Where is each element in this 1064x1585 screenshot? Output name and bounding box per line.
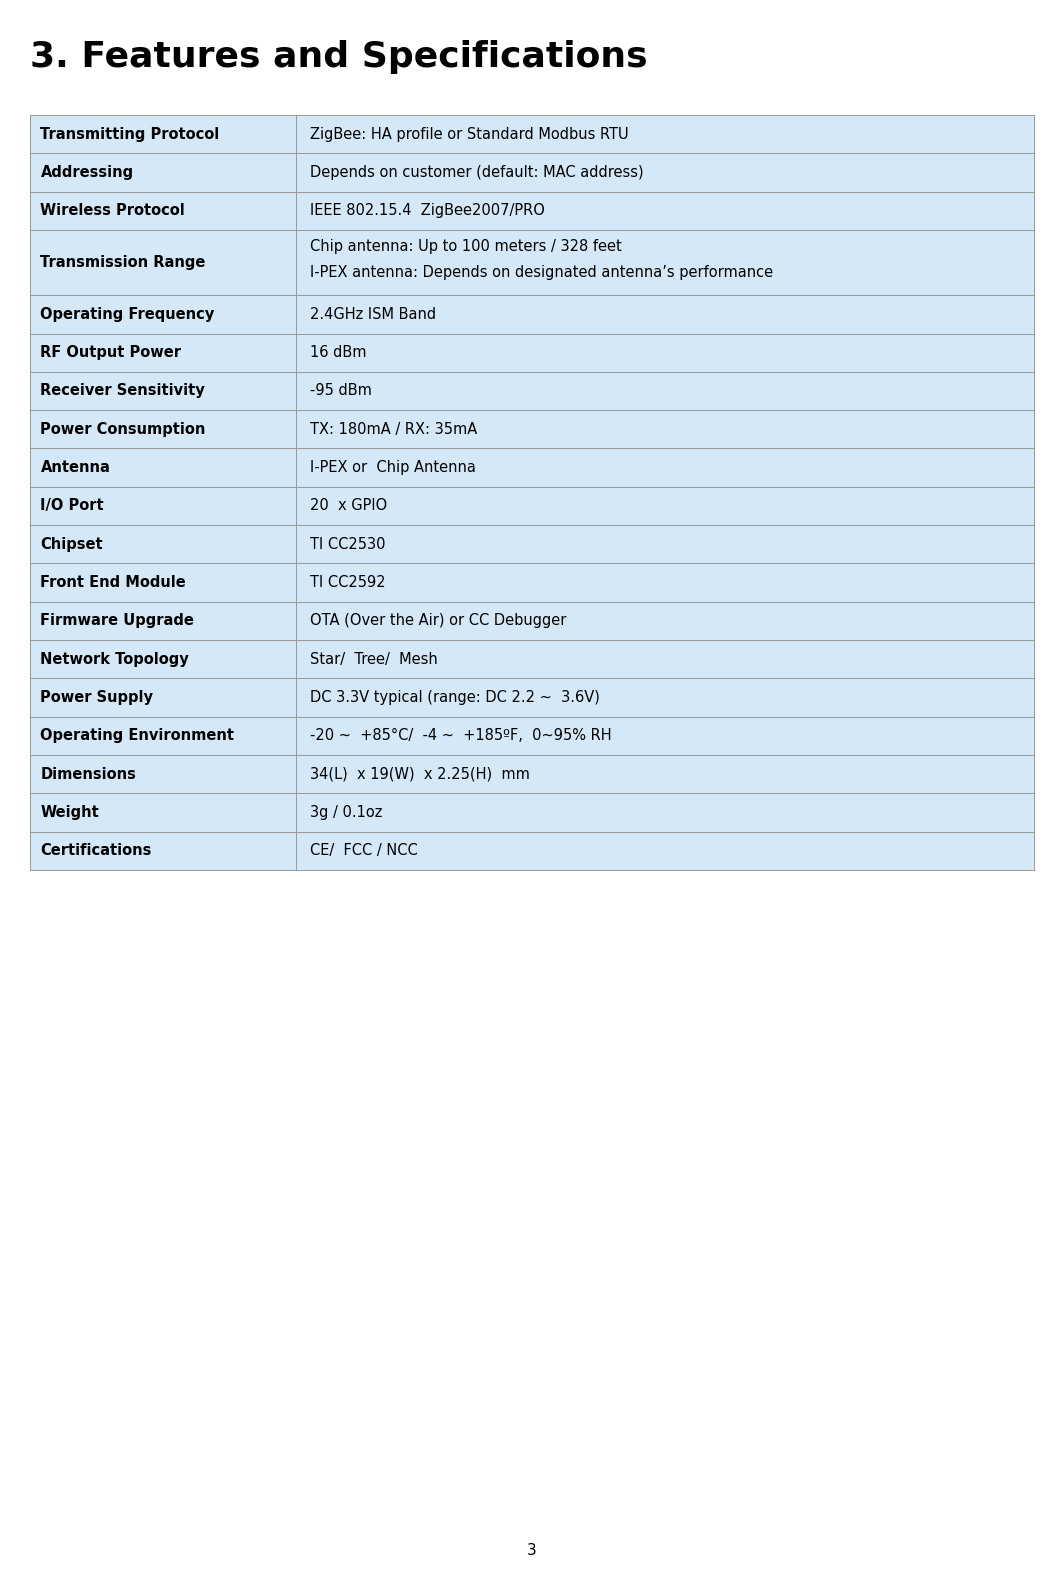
Text: Transmitting Protocol: Transmitting Protocol	[40, 127, 219, 141]
Text: Chip antenna: Up to 100 meters / 328 feet: Chip antenna: Up to 100 meters / 328 fee…	[310, 239, 621, 254]
Text: Certifications: Certifications	[40, 843, 152, 859]
Bar	[30, 563, 1034, 602]
Text: Antenna: Antenna	[40, 460, 111, 476]
Text: 16 dBm: 16 dBm	[310, 346, 366, 360]
Text: 3. Features and Specifications: 3. Features and Specifications	[30, 40, 647, 73]
Bar	[30, 449, 1034, 487]
Bar	[30, 411, 1034, 449]
Text: IEEE 802.15.4  ZigBee2007/PRO: IEEE 802.15.4 ZigBee2007/PRO	[310, 203, 545, 219]
Bar	[30, 192, 1034, 230]
Text: I-PEX or  Chip Antenna: I-PEX or Chip Antenna	[310, 460, 476, 476]
Text: I/O Port: I/O Port	[40, 498, 104, 514]
Bar	[30, 154, 1034, 192]
Text: Firmware Upgrade: Firmware Upgrade	[40, 613, 195, 628]
Bar	[30, 116, 1034, 154]
Text: -95 dBm: -95 dBm	[310, 384, 371, 398]
Text: 34(L)  x 19(W)  x 2.25(H)  mm: 34(L) x 19(W) x 2.25(H) mm	[310, 767, 530, 781]
Text: -20 ~  +85°C/  -4 ~  +185ºF,  0~95% RH: -20 ~ +85°C/ -4 ~ +185ºF, 0~95% RH	[310, 729, 612, 743]
Text: TI CC2592: TI CC2592	[310, 575, 385, 590]
Text: Weight: Weight	[40, 805, 99, 819]
Text: Addressing: Addressing	[40, 165, 134, 181]
Text: CE/  FCC / NCC: CE/ FCC / NCC	[310, 843, 417, 859]
Text: Front End Module: Front End Module	[40, 575, 186, 590]
Bar	[30, 716, 1034, 754]
Bar	[30, 230, 1034, 295]
Text: 3: 3	[527, 1542, 537, 1558]
Bar	[30, 640, 1034, 678]
Bar	[30, 754, 1034, 794]
Bar	[30, 487, 1034, 525]
Text: TI CC2530: TI CC2530	[310, 537, 385, 552]
Bar	[30, 295, 1034, 333]
Bar	[30, 678, 1034, 716]
Bar	[30, 525, 1034, 563]
Text: Operating Environment: Operating Environment	[40, 729, 234, 743]
Text: OTA (Over the Air) or CC Debugger: OTA (Over the Air) or CC Debugger	[310, 613, 566, 628]
Text: Wireless Protocol: Wireless Protocol	[40, 203, 185, 219]
Bar	[30, 832, 1034, 870]
Bar	[30, 333, 1034, 372]
Text: Network Topology: Network Topology	[40, 651, 189, 667]
Text: Receiver Sensitivity: Receiver Sensitivity	[40, 384, 205, 398]
Text: TX: 180mA / RX: 35mA: TX: 180mA / RX: 35mA	[310, 422, 477, 437]
Text: 3g / 0.1oz: 3g / 0.1oz	[310, 805, 382, 819]
Text: Operating Frequency: Operating Frequency	[40, 307, 215, 322]
Text: Dimensions: Dimensions	[40, 767, 136, 781]
Text: Depends on customer (default: MAC address): Depends on customer (default: MAC addres…	[310, 165, 644, 181]
Text: 20  x GPIO: 20 x GPIO	[310, 498, 387, 514]
Text: Power Consumption: Power Consumption	[40, 422, 205, 437]
Text: Chipset: Chipset	[40, 537, 103, 552]
Text: ZigBee: HA profile or Standard Modbus RTU: ZigBee: HA profile or Standard Modbus RT…	[310, 127, 629, 141]
Text: DC 3.3V typical (range: DC 2.2 ~  3.6V): DC 3.3V typical (range: DC 2.2 ~ 3.6V)	[310, 689, 600, 705]
Text: RF Output Power: RF Output Power	[40, 346, 182, 360]
Bar	[30, 602, 1034, 640]
Bar	[30, 372, 1034, 411]
Text: 2.4GHz ISM Band: 2.4GHz ISM Band	[310, 307, 436, 322]
Text: Transmission Range: Transmission Range	[40, 255, 205, 269]
Text: I-PEX antenna: Depends on designated antenna’s performance: I-PEX antenna: Depends on designated ant…	[310, 265, 772, 281]
Bar	[30, 794, 1034, 832]
Text: Power Supply: Power Supply	[40, 689, 153, 705]
Text: Star/  Tree/  Mesh: Star/ Tree/ Mesh	[310, 651, 437, 667]
